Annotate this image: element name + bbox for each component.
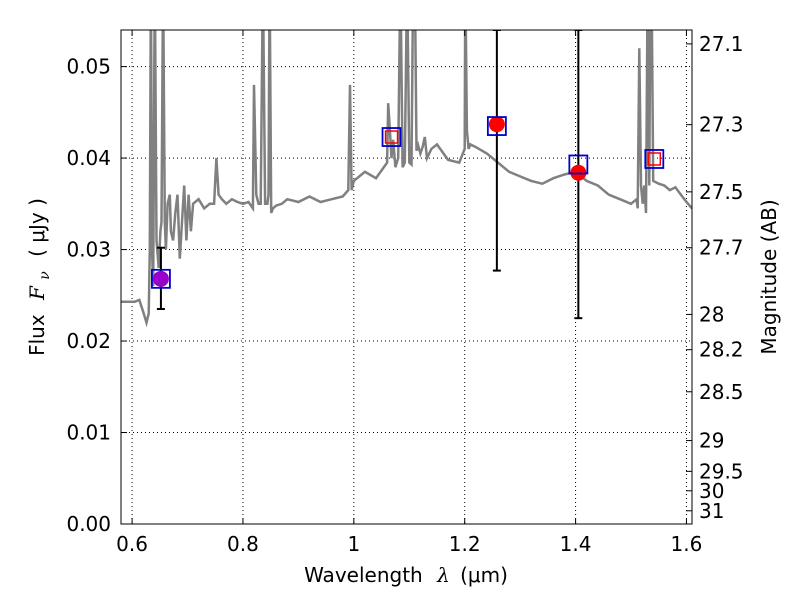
model-square-marker xyxy=(486,116,507,136)
magnitude-tick-label: 28 xyxy=(699,302,724,326)
y-tick-label: 0.02 xyxy=(66,329,111,353)
y-tick-label: 0.03 xyxy=(66,238,111,262)
magnitude-tick-label: 27.3 xyxy=(699,113,744,137)
dropout-point xyxy=(152,270,169,287)
x-tick-label: 1 xyxy=(347,532,360,556)
y-tick-label: 0.05 xyxy=(66,55,111,79)
magnitude-tick-label: 31 xyxy=(699,499,724,523)
model-square-marker xyxy=(381,127,402,147)
y-axis-label-subscript: ν xyxy=(37,271,53,280)
x-ticks: 0.6 0.8 1 1.2 1.4 1.6 xyxy=(116,30,702,556)
magnitude-tick-label: 27.7 xyxy=(699,236,744,260)
inner-square-marker xyxy=(647,152,662,166)
data-points xyxy=(151,116,665,289)
y-tick-label: 0.00 xyxy=(66,512,111,536)
magnitude-tick-label: 30 xyxy=(699,479,724,503)
magnitude-tick-label: 29.5 xyxy=(699,459,744,483)
magnitude-tick-label: 29 xyxy=(699,429,724,453)
y-ticks: 0.00 0.01 0.02 0.03 0.04 0.05 xyxy=(66,55,127,536)
model-square-marker xyxy=(644,149,665,169)
x-axis-label-prefix: Wavelength xyxy=(304,563,423,587)
y-axis-label-prefix: Flux xyxy=(25,314,49,356)
y-tick-label: 0.01 xyxy=(66,421,111,445)
y-axis-label-unit: ( μJy ) xyxy=(25,198,49,257)
inner-square-marker xyxy=(384,130,399,144)
x-tick-label: 1.2 xyxy=(449,532,481,556)
y-tick-label: 0.04 xyxy=(66,146,111,170)
plot-frame xyxy=(120,29,693,525)
magnitude-tick-label: 27.5 xyxy=(699,180,744,204)
y-axis-label: Flux F ν ( μJy ) xyxy=(25,198,54,356)
model-square-marker xyxy=(151,268,171,289)
y-axis-label-symbol: F xyxy=(25,285,49,301)
x-axis-label-symbol: λ xyxy=(436,563,450,587)
magnitude-tick-label: 27.1 xyxy=(699,32,744,56)
x-tick-label: 0.6 xyxy=(116,532,148,556)
y2-axis-label: Magnitude (AB) xyxy=(757,199,781,354)
x-axis-label-unit: (μm) xyxy=(460,563,508,587)
model-square-marker xyxy=(568,154,589,175)
x-tick-label: 1.4 xyxy=(560,532,592,556)
sed-model-line xyxy=(121,30,692,328)
magnitude-tick-label: 28.5 xyxy=(699,380,744,404)
x-tick-label: 1.6 xyxy=(671,532,703,556)
x-axis-label: Wavelength λ (μm) xyxy=(304,563,508,587)
observed-point xyxy=(488,116,505,133)
magnitude-tick-label: 28.2 xyxy=(699,338,744,362)
x-tick-label: 0.8 xyxy=(227,532,259,556)
